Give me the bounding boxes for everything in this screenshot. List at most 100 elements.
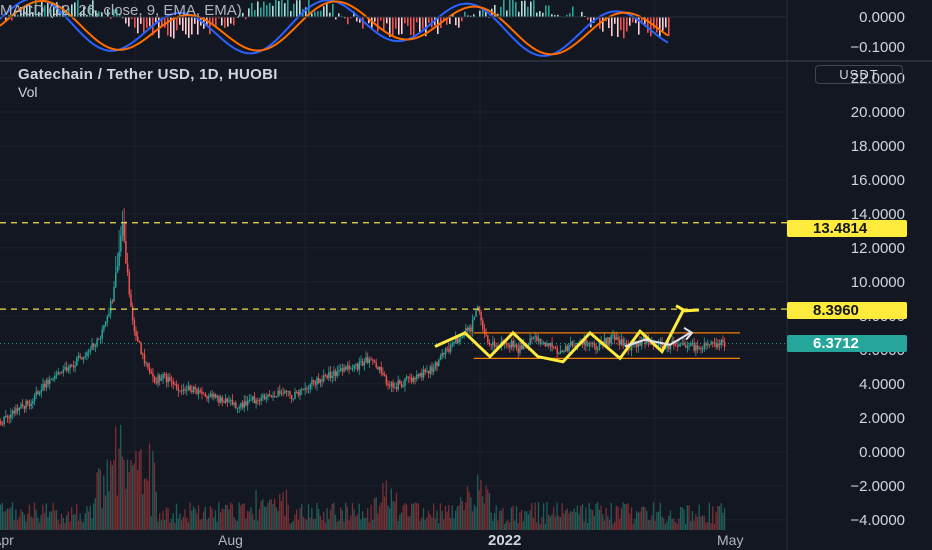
macd-histogram-bar	[269, 2, 271, 17]
volume-bar	[126, 459, 129, 530]
candle-body	[383, 374, 386, 377]
candle-body	[642, 337, 645, 340]
macd-histogram-bar	[149, 17, 151, 27]
volume-bar	[138, 451, 140, 530]
symbol-title[interactable]: Gatechain / Tether USD, 1D, HUOBI	[18, 66, 278, 83]
candle-body	[182, 389, 185, 392]
volume-bar	[554, 516, 557, 530]
candle-body	[37, 391, 39, 395]
macd-histogram-bar	[461, 17, 463, 22]
candle-body	[590, 343, 592, 345]
volume-bar	[93, 503, 95, 530]
candle-body	[569, 341, 572, 346]
macd-histogram-bar	[428, 17, 430, 23]
volume-bar	[321, 520, 323, 530]
macd-histogram-bar	[644, 17, 646, 25]
macd-histogram-bar	[17, 14, 19, 17]
candle-body	[416, 374, 418, 380]
volume-bar	[637, 512, 639, 530]
volume-bar	[268, 499, 271, 530]
candle-body	[377, 367, 379, 370]
macd-histogram-bar	[314, 11, 316, 17]
currency-button[interactable]: USDT	[815, 65, 903, 84]
candle-body	[186, 390, 188, 392]
candle-body	[700, 348, 702, 350]
volume-bar	[673, 518, 675, 530]
volume-bar	[71, 507, 73, 530]
volume-bar	[597, 502, 599, 530]
candles	[0, 208, 726, 428]
candle-body	[214, 393, 217, 398]
candle-body	[116, 266, 119, 273]
candle-body	[243, 401, 246, 408]
volume-bar	[292, 520, 294, 530]
volume-bar	[580, 506, 582, 530]
candle-body	[583, 338, 586, 345]
candle-body	[522, 344, 525, 350]
volume-bar	[43, 513, 46, 530]
candle-body	[529, 338, 531, 346]
horizontal-levels	[0, 222, 787, 345]
macd-histogram-bar	[407, 17, 409, 26]
macd-histogram-bar	[632, 17, 634, 23]
candle-body	[32, 400, 34, 404]
macd-histogram-bar	[329, 12, 331, 17]
candle-body	[282, 392, 284, 394]
candle-body	[510, 340, 513, 348]
volume-bar	[170, 518, 173, 530]
volume-bar	[206, 519, 208, 530]
candle-body	[514, 344, 516, 347]
macd-histogram-bar	[263, 1, 265, 17]
macd-histogram-bar	[242, 12, 244, 17]
volume-bar	[356, 514, 359, 530]
volume-bar	[595, 503, 597, 530]
volume-bar	[451, 505, 453, 530]
volume-label[interactable]: Vol	[18, 84, 38, 100]
candle-body	[542, 342, 545, 344]
volume-bar	[285, 489, 288, 530]
candle-body	[541, 342, 543, 344]
candle-body	[106, 316, 109, 323]
candle-body	[424, 369, 427, 372]
volume-bar	[230, 502, 232, 530]
candle-body	[722, 339, 724, 342]
macd-histogram-bar	[8, 15, 10, 17]
volume-bar	[471, 511, 474, 530]
volume-bar	[246, 511, 249, 530]
macd-histogram-bar	[188, 17, 190, 38]
volume-bar	[84, 513, 86, 530]
macd-histogram-bar	[479, 10, 481, 17]
candle-body	[407, 376, 410, 378]
macd-histogram-bar	[464, 11, 466, 17]
macd-histogram-bar	[647, 17, 649, 33]
macd-histogram-bar	[68, 8, 70, 17]
volume-bar	[38, 522, 41, 530]
volume-bar	[666, 521, 668, 530]
volume-bar	[431, 517, 433, 530]
volume-bar	[208, 517, 210, 530]
candle-body	[441, 352, 443, 357]
volume-bar	[294, 514, 296, 530]
candle-body	[138, 341, 141, 343]
macd-histogram-bar	[557, 14, 559, 17]
volume-bar	[162, 510, 164, 530]
macd-indicator-label[interactable]: MACD (12, 26, close, 9, EMA, EMA)	[0, 2, 242, 19]
projection-arrow	[624, 332, 691, 348]
candle-body	[586, 345, 589, 347]
volume-bar	[659, 502, 661, 530]
macd-histogram-bar	[422, 17, 424, 29]
candle-body	[537, 338, 540, 341]
volume-bar	[40, 514, 42, 530]
volume-bar	[608, 519, 611, 530]
volume-bar	[309, 517, 311, 530]
macd-histogram-bar	[620, 17, 622, 31]
macd-histogram-bar	[137, 17, 139, 34]
volume-bar	[96, 472, 98, 530]
macd-histogram-bar	[452, 14, 454, 17]
volume-bar	[561, 502, 563, 530]
volume-bar	[684, 523, 687, 530]
volume-bar	[167, 508, 169, 530]
candle-body	[169, 377, 171, 381]
candle-body	[113, 286, 115, 302]
